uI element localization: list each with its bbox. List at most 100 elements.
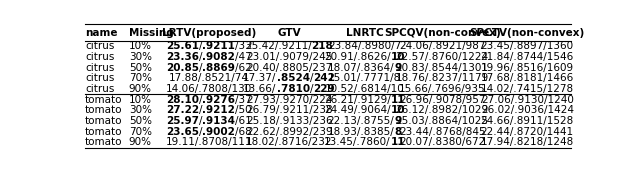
Text: .8524: .8524 — [276, 74, 310, 83]
Text: /: / — [199, 63, 202, 73]
Text: 242: 242 — [313, 74, 335, 83]
Text: 14.06/.7808/130: 14.06/.7808/130 — [166, 84, 252, 94]
Text: /33: /33 — [236, 41, 252, 51]
Text: Missing: Missing — [129, 28, 173, 38]
Text: 19.96/.8516/1609: 19.96/.8516/1609 — [481, 63, 574, 73]
Text: 229: 229 — [314, 84, 335, 94]
Text: 22.44/.8720/1441: 22.44/.8720/1441 — [481, 127, 574, 137]
Text: 17.94/.8218/1248: 17.94/.8218/1248 — [481, 137, 574, 148]
Text: 18.07/.8364/: 18.07/.8364/ — [328, 63, 394, 73]
Text: 25.61: 25.61 — [166, 41, 199, 51]
Text: 20.91/.8626/: 20.91/.8626/ — [324, 52, 390, 62]
Text: .9082: .9082 — [202, 52, 236, 62]
Text: 13.66/: 13.66/ — [243, 84, 276, 94]
Text: 23.01/.9079/245: 23.01/.9079/245 — [246, 52, 332, 62]
Text: .9134: .9134 — [202, 116, 236, 126]
Text: /: / — [199, 41, 202, 51]
Text: 18.93/.8385/: 18.93/.8385/ — [328, 127, 394, 137]
Text: 27.22: 27.22 — [166, 105, 199, 115]
Text: /68: /68 — [236, 127, 252, 137]
Text: 90%: 90% — [129, 84, 152, 94]
Text: 25.18/.9133/236: 25.18/.9133/236 — [246, 116, 332, 126]
Text: 15.01/.7771/8: 15.01/.7771/8 — [328, 74, 401, 83]
Text: 20.83/.8544/1301: 20.83/.8544/1301 — [396, 63, 489, 73]
Text: 10: 10 — [390, 105, 405, 115]
Text: LRTV(proposed): LRTV(proposed) — [162, 28, 256, 38]
Text: 26.02/.9036/1424: 26.02/.9036/1424 — [481, 105, 574, 115]
Text: SPCQV(non-convex): SPCQV(non-convex) — [384, 28, 500, 38]
Text: /: / — [199, 95, 202, 105]
Text: 23.84/.8980/7: 23.84/.8980/7 — [328, 41, 401, 51]
Text: 23.45/.8897/1360: 23.45/.8897/1360 — [481, 41, 574, 51]
Text: 17.68/.8181/1466: 17.68/.8181/1466 — [481, 74, 574, 83]
Text: 25.42/.9211/: 25.42/.9211/ — [245, 41, 312, 51]
Text: 23.44/.8768/845: 23.44/.8768/845 — [399, 127, 486, 137]
Text: 26.21/.9129/: 26.21/.9129/ — [324, 95, 390, 105]
Text: 10%: 10% — [129, 95, 152, 105]
Text: 14.02/.7415/1278: 14.02/.7415/1278 — [481, 84, 574, 94]
Text: tomato: tomato — [85, 116, 122, 126]
Text: /: / — [310, 74, 313, 83]
Text: /61: /61 — [236, 116, 252, 126]
Text: .7810: .7810 — [276, 84, 310, 94]
Text: 25.97: 25.97 — [166, 116, 199, 126]
Text: SPCTV(non-convex): SPCTV(non-convex) — [470, 28, 585, 38]
Text: /: / — [310, 84, 314, 94]
Text: 20.85: 20.85 — [166, 63, 199, 73]
Text: 28.10: 28.10 — [166, 95, 199, 105]
Text: /: / — [199, 52, 202, 62]
Text: tomato: tomato — [85, 127, 122, 137]
Text: citrus: citrus — [85, 63, 115, 73]
Text: 27.93/.9270/224: 27.93/.9270/224 — [246, 95, 332, 105]
Text: 19.11/.8708/111: 19.11/.8708/111 — [166, 137, 252, 148]
Text: /47: /47 — [236, 52, 252, 62]
Text: .9002: .9002 — [202, 127, 236, 137]
Text: .9212: .9212 — [202, 105, 236, 115]
Text: 25.03/.8864/1025: 25.03/.8864/1025 — [396, 116, 489, 126]
Text: 11: 11 — [390, 137, 405, 148]
Text: 10: 10 — [390, 52, 405, 62]
Text: LNRTC: LNRTC — [346, 28, 383, 38]
Text: 11: 11 — [390, 95, 405, 105]
Text: name: name — [85, 28, 118, 38]
Text: 24.06/.8921/987: 24.06/.8921/987 — [399, 41, 486, 51]
Text: /: / — [199, 105, 202, 115]
Text: 9: 9 — [394, 116, 401, 126]
Text: 70%: 70% — [129, 74, 152, 83]
Text: /: / — [199, 127, 202, 137]
Text: 10%: 10% — [129, 41, 152, 51]
Text: 8: 8 — [394, 127, 401, 137]
Text: 17.88/.8521/74: 17.88/.8521/74 — [169, 74, 249, 83]
Text: citrus: citrus — [85, 74, 115, 83]
Text: citrus: citrus — [85, 52, 115, 62]
Text: /: / — [199, 116, 202, 126]
Text: 26.96/.9078/957: 26.96/.9078/957 — [399, 95, 486, 105]
Text: .9276: .9276 — [202, 95, 236, 105]
Text: 30%: 30% — [129, 52, 152, 62]
Text: 22.62/.8992/239: 22.62/.8992/239 — [246, 127, 332, 137]
Text: .8869: .8869 — [202, 63, 236, 73]
Text: 13.45/.7860/: 13.45/.7860/ — [324, 137, 390, 148]
Text: 50%: 50% — [129, 116, 152, 126]
Text: 24.66/.8911/1528: 24.66/.8911/1528 — [481, 116, 574, 126]
Text: 26.79/.9211/238: 26.79/.9211/238 — [246, 105, 332, 115]
Text: 18.76/.8237/1179: 18.76/.8237/1179 — [396, 74, 489, 83]
Text: 218: 218 — [312, 41, 333, 51]
Text: 50%: 50% — [129, 63, 152, 73]
Text: 20.07/.8380/672: 20.07/.8380/672 — [399, 137, 485, 148]
Text: tomato: tomato — [85, 137, 122, 148]
Text: citrus: citrus — [85, 41, 115, 51]
Text: 24.49/.9064/: 24.49/.9064/ — [324, 105, 390, 115]
Text: tomato: tomato — [85, 105, 122, 115]
Text: 21.84/.8744/1546: 21.84/.8744/1546 — [481, 52, 574, 62]
Text: /37: /37 — [236, 95, 252, 105]
Text: 23.36: 23.36 — [166, 52, 199, 62]
Text: citrus: citrus — [85, 84, 115, 94]
Text: 17.37/: 17.37/ — [243, 74, 276, 83]
Text: .9211: .9211 — [202, 41, 236, 51]
Text: 70%: 70% — [129, 127, 152, 137]
Text: 10.52/.6814/10: 10.52/.6814/10 — [324, 84, 404, 94]
Text: 30%: 30% — [129, 105, 152, 115]
Text: 22.57/.8760/1224: 22.57/.8760/1224 — [396, 52, 489, 62]
Text: /50: /50 — [236, 105, 252, 115]
